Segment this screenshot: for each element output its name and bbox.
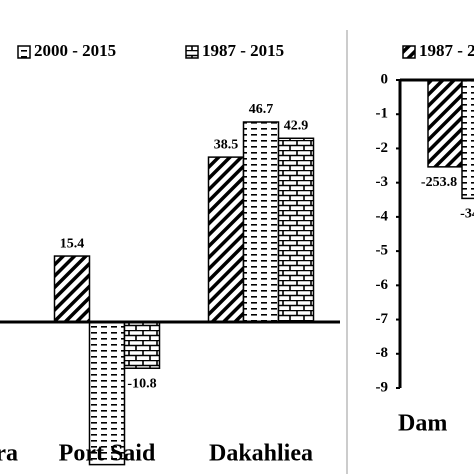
y-tick-label: -7 bbox=[376, 311, 389, 327]
legend-swatch bbox=[402, 45, 416, 59]
bar bbox=[461, 79, 474, 200]
y-tick-label: -3 bbox=[376, 174, 389, 190]
value-label: -10.8 bbox=[127, 376, 156, 391]
legend-label: 1987 - 2015 bbox=[419, 41, 474, 60]
legend-label: 2000 - 2015 bbox=[34, 41, 116, 60]
legend-label: 1987 - 2015 bbox=[202, 41, 284, 60]
y-tick-label: -5 bbox=[376, 243, 389, 259]
legend-swatch bbox=[185, 45, 199, 59]
y-tick-label: -2 bbox=[376, 140, 389, 156]
value-label: -346 bbox=[460, 207, 474, 222]
bar bbox=[242, 121, 280, 323]
bar bbox=[277, 137, 315, 323]
legend-swatch bbox=[17, 45, 31, 59]
y-tick-label: -4 bbox=[376, 208, 389, 224]
x-tick-label: Port Said bbox=[59, 441, 156, 467]
bar bbox=[123, 321, 161, 370]
bar bbox=[207, 156, 245, 323]
x-tick-label: Dakahliea bbox=[209, 441, 313, 467]
bar bbox=[88, 321, 126, 466]
y-tick-label: 0 bbox=[381, 71, 389, 87]
x-tick-label: Dam bbox=[398, 411, 447, 437]
y-tick-label: -1 bbox=[376, 106, 389, 122]
bar bbox=[53, 255, 91, 323]
x-tick-label: ra bbox=[0, 441, 18, 467]
y-tick-label: -6 bbox=[376, 277, 389, 293]
y-tick-label: -8 bbox=[376, 345, 389, 361]
bar bbox=[427, 79, 463, 168]
value-label: 15.4 bbox=[60, 236, 85, 251]
value-label: -253.8 bbox=[421, 175, 457, 190]
value-label: 46.7 bbox=[249, 102, 274, 117]
y-tick-label: -9 bbox=[376, 379, 389, 395]
value-label: 38.5 bbox=[214, 137, 239, 152]
value-label: -33.3 bbox=[92, 473, 121, 474]
value-label: 42.9 bbox=[284, 118, 309, 133]
